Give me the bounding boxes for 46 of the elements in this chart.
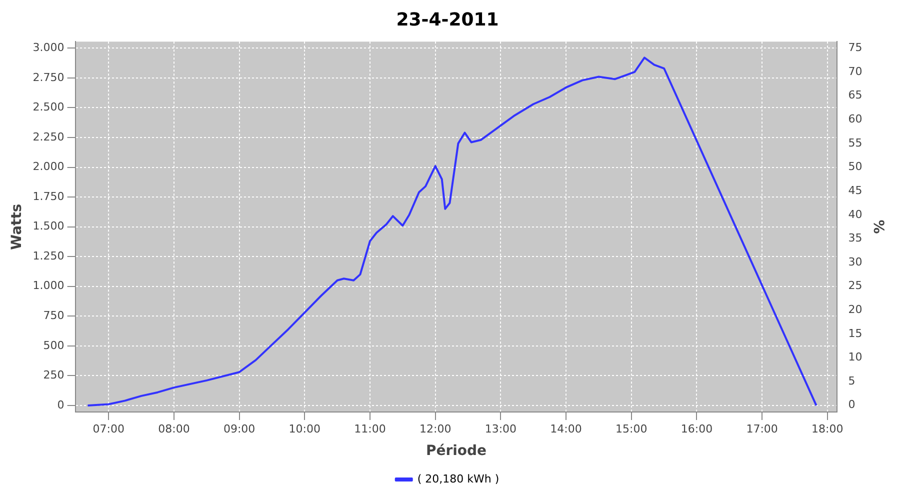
x-tick-label: 08:00: [158, 422, 190, 436]
y2-tick-label: 75: [848, 41, 862, 54]
chart-title: 23-4-2011: [396, 9, 499, 30]
y-tick-label: 250: [43, 368, 64, 382]
y2-axis-title: %: [870, 220, 886, 234]
x-tick-label: 16:00: [680, 422, 713, 436]
y-tick-label: 2.250: [32, 130, 64, 144]
x-tick-label: 15:00: [616, 422, 648, 436]
y-tick-label: 2.000: [32, 160, 64, 174]
y-tick-label: 2.500: [32, 100, 64, 114]
y2-tick-label: 50: [848, 160, 862, 174]
y2-tick-label: 20: [848, 302, 862, 316]
x-tick-label: 18:00: [812, 422, 844, 436]
x-tick-label: 12:00: [419, 422, 452, 436]
x-tick-label: 11:00: [354, 422, 386, 436]
y2-tick-label: 65: [848, 88, 862, 102]
y-tick-label: 1.000: [32, 279, 64, 292]
y-tick-label: 1.500: [32, 220, 64, 233]
y-tick-label: 750: [43, 308, 64, 322]
x-tick-label: 13:00: [484, 422, 517, 436]
y-tick-label: 3.000: [32, 41, 64, 54]
y2-tick-label: 25: [848, 279, 862, 292]
y2-tick-label: 35: [848, 232, 862, 245]
y-axis-title: Watts: [9, 204, 26, 250]
y2-tick-label: 70: [848, 64, 862, 78]
y2-tick-label: 45: [848, 184, 862, 197]
y2-tick-label: 0: [848, 398, 856, 412]
x-tick-label: 17:00: [746, 422, 778, 436]
y-tick-label: 0: [57, 398, 64, 412]
y2-tick-label: 10: [848, 350, 862, 364]
y-tick-label: 500: [43, 338, 64, 352]
y2-tick-label: 5: [848, 374, 856, 388]
y-tick-label: 2.750: [32, 70, 64, 84]
y2-tick-label: 15: [848, 326, 862, 340]
x-axis-title: Période: [426, 443, 487, 460]
x-tick-label: 07:00: [92, 422, 124, 436]
y2-tick-label: 30: [848, 255, 862, 268]
y-tick-label: 1.250: [32, 249, 64, 262]
x-tick-label: 14:00: [550, 422, 582, 436]
y2-tick-label: 60: [848, 112, 862, 126]
x-tick-label: 09:00: [223, 422, 256, 436]
y2-tick-label: 40: [848, 208, 862, 221]
y2-tick-label: 55: [848, 136, 862, 150]
y-tick-label: 1.750: [32, 190, 64, 203]
legend-label: ( 20,180 kWh ): [417, 472, 500, 486]
x-tick-label: 10:00: [288, 422, 320, 436]
